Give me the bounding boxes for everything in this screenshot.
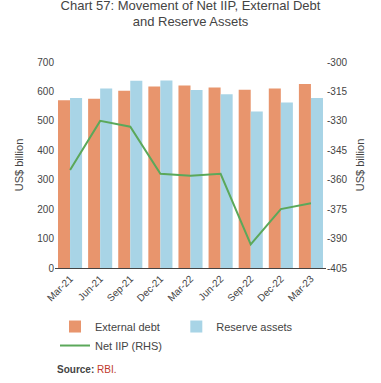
svg-text:600: 600 bbox=[37, 86, 54, 97]
svg-text:-375: -375 bbox=[327, 204, 347, 215]
svg-text:-330: -330 bbox=[327, 115, 347, 126]
svg-text:0: 0 bbox=[48, 263, 54, 274]
svg-text:Dec-21: Dec-21 bbox=[135, 273, 166, 304]
svg-text:500: 500 bbox=[37, 115, 54, 126]
svg-text:200: 200 bbox=[37, 204, 54, 215]
svg-text:700: 700 bbox=[37, 57, 54, 68]
svg-text:US$ billion: US$ billion bbox=[354, 139, 366, 192]
svg-text:-360: -360 bbox=[327, 174, 347, 185]
svg-text:100: 100 bbox=[37, 233, 54, 244]
svg-text:Chart 57: Movement of Net IIP,: Chart 57: Movement of Net IIP, External … bbox=[61, 0, 321, 29]
svg-text:Dec-22: Dec-22 bbox=[255, 273, 286, 304]
svg-text:US$ billion: US$ billion bbox=[13, 139, 25, 192]
svg-text:-345: -345 bbox=[327, 145, 347, 156]
svg-text:Net IIP (RHS): Net IIP (RHS) bbox=[95, 340, 162, 352]
svg-text:Jun-22: Jun-22 bbox=[196, 273, 226, 303]
svg-text:-390: -390 bbox=[327, 233, 347, 244]
svg-text:400: 400 bbox=[37, 145, 54, 156]
svg-text:Sep-21: Sep-21 bbox=[105, 273, 136, 304]
svg-text:-405: -405 bbox=[327, 263, 347, 274]
svg-text:Mar-21: Mar-21 bbox=[45, 273, 75, 303]
svg-text:Source: RBI.: Source: RBI. bbox=[57, 364, 116, 375]
svg-text:Mar-22: Mar-22 bbox=[165, 273, 195, 303]
svg-text:External debt: External debt bbox=[95, 321, 160, 333]
svg-text:-300: -300 bbox=[327, 57, 347, 68]
svg-text:-315: -315 bbox=[327, 86, 347, 97]
svg-text:300: 300 bbox=[37, 174, 54, 185]
svg-text:Reserve assets: Reserve assets bbox=[216, 321, 292, 333]
svg-text:Jun-21: Jun-21 bbox=[76, 273, 106, 303]
svg-text:Mar-23: Mar-23 bbox=[286, 273, 316, 303]
svg-text:Sep-22: Sep-22 bbox=[225, 273, 256, 304]
